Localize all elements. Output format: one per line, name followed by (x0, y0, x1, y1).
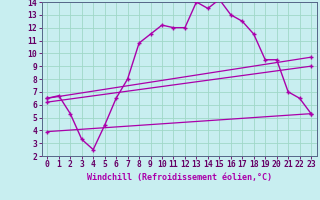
X-axis label: Windchill (Refroidissement éolien,°C): Windchill (Refroidissement éolien,°C) (87, 173, 272, 182)
